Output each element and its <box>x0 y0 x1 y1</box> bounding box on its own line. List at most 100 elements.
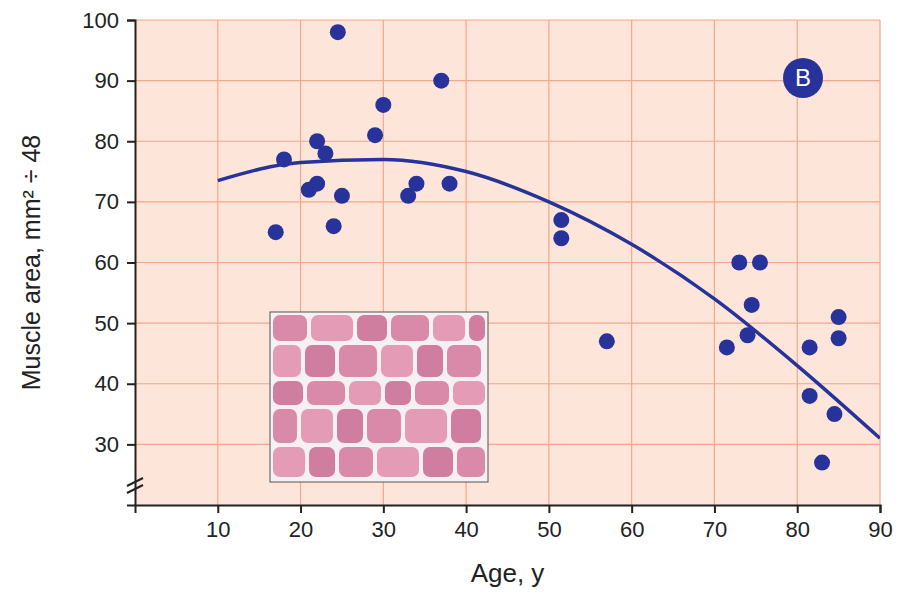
inset-cell <box>453 381 485 405</box>
x-axis: 102030405060708090 <box>136 505 893 542</box>
tick-mark <box>548 505 550 513</box>
grid-line-y <box>135 444 880 445</box>
axis-break <box>127 478 143 493</box>
axis-break-line <box>127 485 143 493</box>
tick-label: 80 <box>95 129 119 154</box>
grid-line-y <box>135 19 880 20</box>
inset-cell <box>357 315 387 341</box>
tick-label: 50 <box>95 311 119 336</box>
tick-mark <box>127 141 135 143</box>
inset-cell <box>339 447 373 477</box>
data-point <box>326 218 342 234</box>
tick-mark <box>127 20 135 22</box>
data-point <box>553 230 569 246</box>
tick-mark <box>127 80 135 82</box>
tick-mark <box>127 444 135 446</box>
x-axis-title: Age, y <box>471 558 545 588</box>
data-point <box>330 24 346 40</box>
inset-cell <box>273 409 297 443</box>
tick: 60 <box>95 250 135 275</box>
tick: 60 <box>620 505 644 542</box>
tick-mark <box>127 323 135 325</box>
tick: 40 <box>454 505 478 542</box>
tick-label: 30 <box>372 517 396 542</box>
tick-mark <box>631 505 633 513</box>
tick-label: 40 <box>454 517 478 542</box>
tick: 70 <box>95 189 135 214</box>
inset-cell <box>469 315 485 341</box>
tick-label: 90 <box>868 517 892 542</box>
tick-label: 30 <box>95 432 119 457</box>
inset-cell <box>423 447 453 477</box>
tick: 50 <box>537 505 561 542</box>
tick: 100 <box>82 8 135 33</box>
inset-cell <box>309 447 335 477</box>
tick-mark <box>797 505 799 513</box>
inset-cell <box>307 381 345 405</box>
grid-line-y <box>135 383 880 384</box>
data-point <box>752 255 768 271</box>
axis-line <box>136 506 881 514</box>
data-point <box>375 97 391 113</box>
grid-line-y <box>135 323 880 324</box>
inset-cell <box>367 409 401 443</box>
inset-cell <box>447 345 481 377</box>
tick: 40 <box>95 371 135 396</box>
tick: 30 <box>372 505 396 542</box>
tick-mark <box>127 262 135 264</box>
tick: 90 <box>868 505 892 542</box>
data-point <box>268 224 284 240</box>
chart: 10203040506070809030405060708090100Age, … <box>0 0 901 598</box>
y-axis: 30 40 50 60 70 80 90 100 <box>82 8 135 506</box>
data-point <box>744 297 760 313</box>
data-point <box>802 388 818 404</box>
tick: 20 <box>289 505 313 542</box>
data-point <box>802 339 818 355</box>
tick-mark <box>466 505 468 513</box>
inset-cell <box>433 315 465 341</box>
data-point <box>334 188 350 204</box>
marks <box>218 24 880 470</box>
grid-line-y <box>135 80 880 81</box>
tick-label: 40 <box>95 371 119 396</box>
inset-cell <box>301 409 333 443</box>
histology-inset <box>270 312 488 482</box>
tick: 90 <box>95 68 135 93</box>
inset-cell <box>273 381 303 405</box>
inset-cell <box>391 315 429 341</box>
tick: 50 <box>95 311 135 336</box>
grid-line-y <box>135 201 880 202</box>
inset-cell <box>349 381 381 405</box>
panel-label-badge <box>783 58 823 98</box>
y-axis-title: Muscle area, mm² ÷ 48 <box>17 135 45 390</box>
inset-frame <box>270 312 488 482</box>
inset-cell <box>311 315 353 341</box>
tick-label: 100 <box>82 8 119 33</box>
inset-cell <box>417 345 443 377</box>
data-point <box>826 406 842 422</box>
data-point <box>367 127 383 143</box>
tick-label: 70 <box>703 517 727 542</box>
tick-mark <box>127 201 135 203</box>
tick: 30 <box>95 432 135 457</box>
grid-line-y <box>135 262 880 263</box>
inset-cell <box>381 345 413 377</box>
tick-label: 90 <box>95 68 119 93</box>
tick-mark <box>383 505 385 513</box>
tick: 80 <box>95 129 135 154</box>
data-point <box>408 176 424 192</box>
tick-label: 50 <box>537 517 561 542</box>
inset-cell <box>273 315 307 341</box>
inset-cell <box>337 409 363 443</box>
tick-label: 70 <box>95 189 119 214</box>
panel-label-text: B <box>795 64 811 91</box>
plot-background <box>135 20 880 505</box>
axis-break-line <box>127 478 143 486</box>
inset-cell <box>273 447 305 477</box>
inset-cell <box>451 409 481 443</box>
data-point <box>731 255 747 271</box>
tick-label: 60 <box>620 517 644 542</box>
data-point <box>814 455 830 471</box>
inset-cell <box>415 381 449 405</box>
tick-mark <box>880 505 882 513</box>
